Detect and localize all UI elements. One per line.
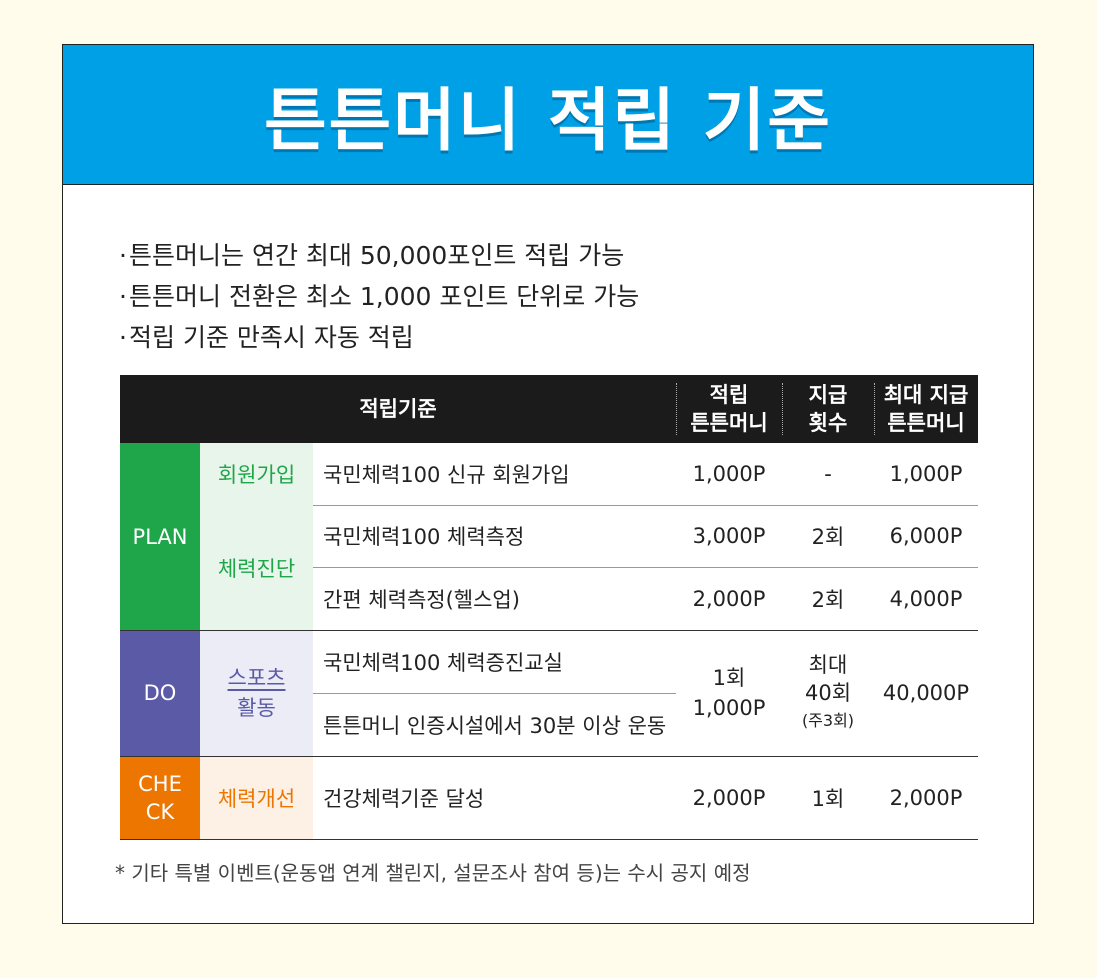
table-header: 적립기준 적립 튼튼머니 지급 횟수 최대 지급 튼튼머니 xyxy=(120,375,978,443)
criteria-card: 튼튼머니 적립 기준 ·튼튼머니는 연간 최대 50,000포인트 적립 가능 … xyxy=(62,44,1034,924)
bullet-item: ·튼튼머니는 연간 최대 50,000포인트 적립 가능 xyxy=(119,241,625,270)
footnote: * 기타 특별 이벤트(운동앱 연계 챌린지, 설문조사 참여 등)는 수시 공… xyxy=(115,861,751,885)
row-max: 6,000P xyxy=(889,524,963,548)
row-points: 3,000P xyxy=(692,524,766,548)
row-max: 1,000P xyxy=(889,462,963,486)
row-count: - xyxy=(824,462,832,486)
row-item: 간편 체력측정(헬스업) xyxy=(323,587,520,612)
do-count: 최대 40회 (주3회) xyxy=(801,653,855,730)
row-points: 2,000P xyxy=(692,586,766,611)
category-signup: 회원가입 xyxy=(200,443,313,505)
bullet-list: ·튼튼머니는 연간 최대 50,000포인트 적립 가능 ·튼튼머니 전환은 최… xyxy=(117,235,639,358)
row-divider xyxy=(313,693,676,694)
row-count: 1회 xyxy=(811,786,845,811)
row-count: 2회 xyxy=(811,525,845,549)
category-diagnosis: 체력진단 xyxy=(200,505,313,630)
row-divider xyxy=(313,567,978,568)
row-count: 2회 xyxy=(811,587,845,612)
row-item: 건강체력기준 달성 xyxy=(323,786,485,811)
category-improve: 체력개선 xyxy=(200,756,313,839)
bullet-item: ·적립 기준 만족시 자동 적립 xyxy=(119,323,414,352)
header-max: 최대 지급 튼튼머니 xyxy=(874,375,978,443)
stage-check: CHE CK xyxy=(120,756,200,839)
row-item: 국민체력100 체력측정 xyxy=(323,525,525,549)
stage-plan: PLAN xyxy=(120,443,200,630)
row-item: 국민체력100 신규 회원가입 xyxy=(323,463,570,487)
do-max: 40,000P xyxy=(882,681,970,705)
row-max: 2,000P xyxy=(889,785,963,810)
section-divider xyxy=(120,756,978,757)
row-item: 국민체력100 체력증진교실 xyxy=(323,650,563,675)
row-points: 2,000P xyxy=(692,785,766,810)
page-title: 튼튼머니 적립 기준 xyxy=(264,82,832,161)
title-banner: 튼튼머니 적립 기준 xyxy=(63,45,1033,185)
row-max: 4,000P xyxy=(889,586,963,611)
row-item: 튼튼머니 인증시설에서 30분 이상 운동 xyxy=(323,713,667,738)
header-criteria: 적립기준 xyxy=(359,397,437,421)
header-points: 적립 튼튼머니 xyxy=(676,375,782,443)
bullet-item: ·튼튼머니 전환은 최소 1,000 포인트 단위로 가능 xyxy=(119,282,640,311)
do-points: 1회 1,000P xyxy=(692,666,766,720)
section-divider xyxy=(120,630,978,631)
table-bottom-line xyxy=(120,839,978,840)
row-divider xyxy=(313,505,978,506)
row-points: 1,000P xyxy=(692,462,766,486)
category-sports: 스포츠 활동 xyxy=(200,630,313,756)
header-count: 지급 횟수 xyxy=(782,375,874,443)
stage-do: DO xyxy=(120,630,200,756)
